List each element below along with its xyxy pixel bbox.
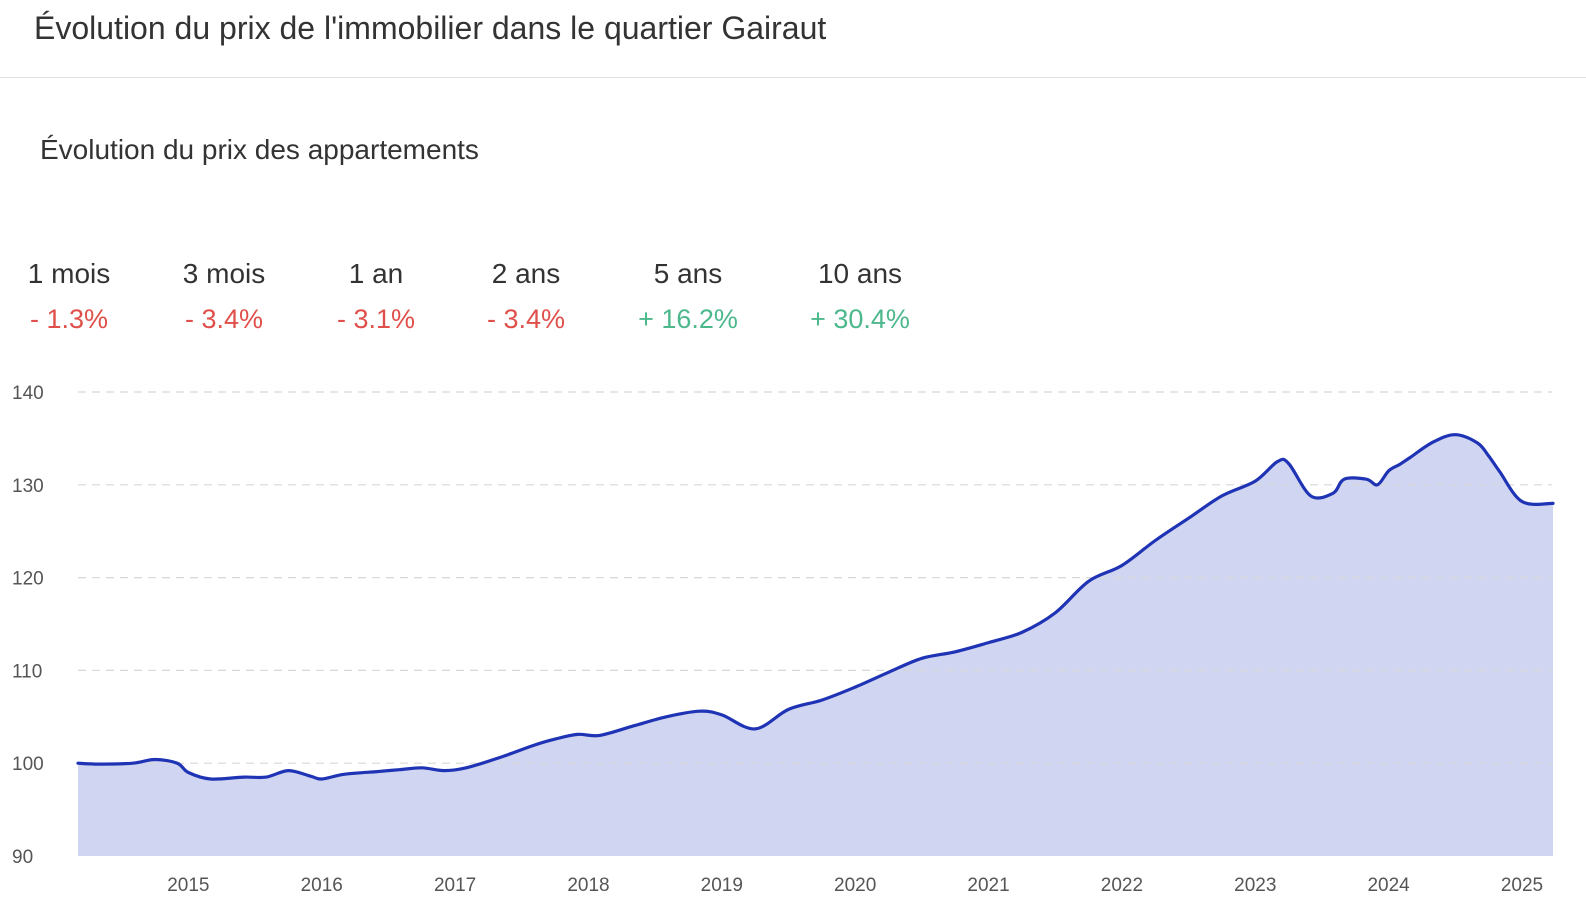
- stat-2-ans: 2 ans - 3.4%: [441, 254, 611, 339]
- x-tick-label-2017: 2017: [434, 875, 476, 896]
- stat-value: - 1.3%: [29, 304, 109, 334]
- x-tick-label-2020: 2020: [834, 875, 876, 896]
- y-tick-label-120: 120: [12, 569, 44, 590]
- stat-10-ans: 10 ans + 30.4%: [775, 254, 945, 339]
- x-tick-label-2015: 2015: [167, 875, 209, 896]
- stat-5-ans: 5 ans + 16.2%: [603, 254, 773, 339]
- y-tick-label-100: 100: [12, 754, 44, 775]
- x-tick-label-2024: 2024: [1367, 875, 1410, 896]
- x-tick-label-2018: 2018: [567, 875, 609, 896]
- stat-1-an: 1 an - 3.1%: [291, 254, 461, 339]
- stat-value: - 3.1%: [336, 304, 416, 334]
- price-chart: 90 100 110 120 130 140 2015 2016 2017 2018 2019 202…: [12, 383, 1555, 896]
- stat-label: 3 mois: [182, 258, 266, 289]
- stat-1-mois: 1 mois - 1.3%: [0, 254, 154, 339]
- x-tick-label-2025: 2025: [1501, 875, 1543, 896]
- stat-label: 2 ans: [491, 258, 561, 289]
- y-tick-label-140: 140: [12, 383, 44, 404]
- stat-label: 5 ans: [653, 258, 723, 289]
- stat-3-mois: 3 mois - 3.4%: [139, 254, 309, 339]
- x-tick-label-2016: 2016: [301, 875, 343, 896]
- stat-value: + 16.2%: [638, 304, 738, 334]
- stat-value: + 30.4%: [810, 304, 910, 334]
- y-tick-label-110: 110: [12, 661, 42, 682]
- x-tick-label-2021: 2021: [967, 875, 1009, 896]
- stat-label: 1 an: [348, 258, 404, 289]
- section-title: Évolution du prix des appartements: [40, 134, 479, 165]
- area-fill: [78, 434, 1553, 856]
- stat-label: 10 ans: [817, 258, 903, 289]
- page-header: Évolution du prix de l'immobilier dans l…: [0, 0, 1586, 78]
- stat-label: 1 mois: [27, 258, 111, 289]
- x-tick-label-2022: 2022: [1101, 875, 1143, 896]
- x-tick-label-2019: 2019: [701, 875, 743, 896]
- stat-value: - 3.4%: [184, 304, 264, 334]
- series-line: [76, 433, 1555, 781]
- y-tick-label-90: 90: [12, 847, 33, 868]
- stat-value: - 3.4%: [486, 304, 566, 334]
- page-title: Évolution du prix de l'immobilier dans l…: [34, 10, 827, 46]
- y-tick-label-130: 130: [12, 476, 44, 497]
- x-tick-label-2023: 2023: [1234, 875, 1276, 896]
